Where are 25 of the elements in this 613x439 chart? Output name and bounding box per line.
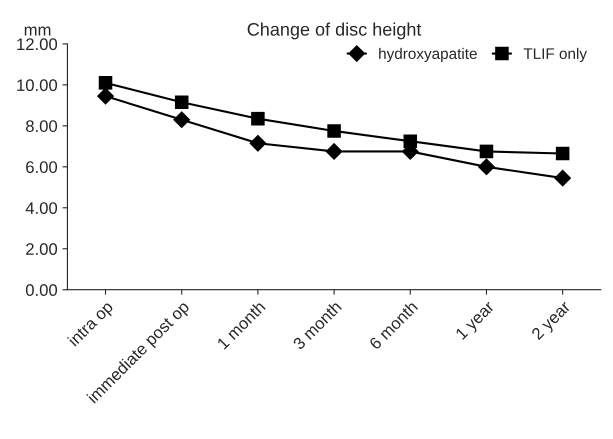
legend-label: TLIF only	[524, 48, 587, 62]
point	[554, 170, 572, 186]
point	[97, 88, 114, 105]
point	[327, 124, 341, 138]
point	[98, 76, 112, 90]
y-tick-label: 4.00	[26, 202, 58, 214]
chart-title: Change of disc height	[248, 22, 422, 40]
y-tick-label: 2.00	[26, 243, 58, 255]
point	[326, 143, 342, 160]
x-tick-label: intra op	[67, 300, 116, 349]
point	[404, 134, 418, 148]
y-tick-label: 10.00	[17, 79, 58, 92]
point	[478, 158, 495, 176]
point	[556, 146, 570, 160]
point	[174, 96, 188, 110]
legend-label: hydroxyapatite	[379, 48, 477, 62]
y-tick-label: 0.00	[26, 284, 58, 296]
y-tick-label: 12.00	[17, 38, 58, 50]
y-axis-title: mm	[24, 26, 50, 36]
point	[250, 134, 266, 152]
point	[480, 144, 494, 158]
point	[173, 111, 190, 128]
y-tick-label: 8.00	[26, 120, 58, 132]
point	[251, 112, 265, 126]
y-tick-label: 6.00	[26, 161, 58, 174]
